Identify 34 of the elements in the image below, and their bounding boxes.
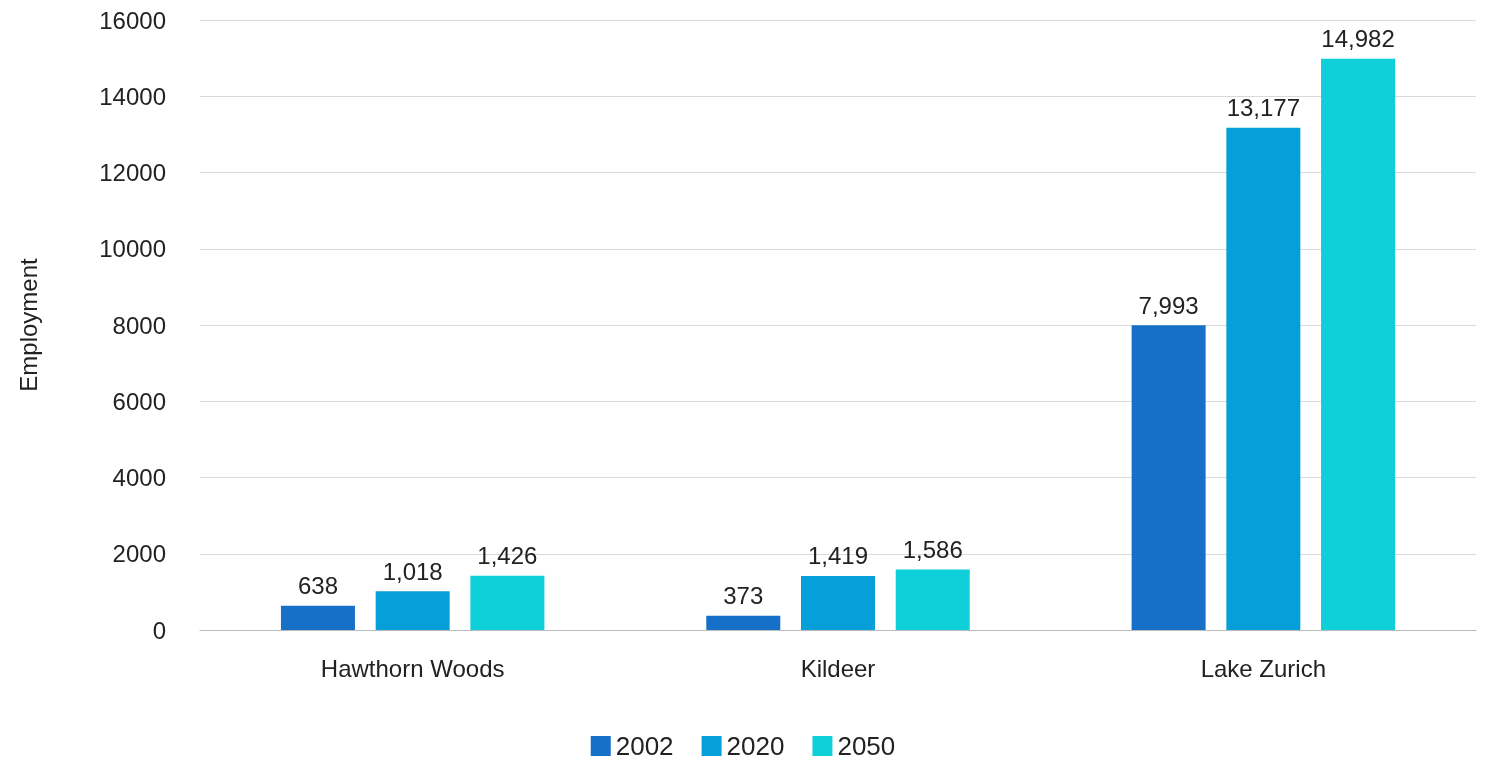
x-tick-label: Hawthorn Woods — [320, 654, 505, 682]
y-tick-label: 6000 — [112, 387, 166, 415]
legend-label: 2002 — [615, 731, 674, 761]
x-tick-label: Lake Zurich — [1200, 654, 1327, 682]
x-tick-label: Kildeer — [800, 654, 876, 682]
data-label: 13,177 — [1226, 94, 1301, 122]
bar — [1226, 127, 1301, 630]
bar — [706, 615, 781, 630]
bar — [375, 591, 450, 630]
y-axis-title: Employment — [14, 257, 42, 392]
y-tick-label: 16000 — [99, 6, 166, 34]
y-tick-label: 12000 — [99, 159, 166, 186]
data-label: 373 — [723, 582, 764, 610]
data-label: 14,982 — [1321, 25, 1395, 53]
y-tick-label: 2000 — [112, 540, 166, 568]
data-label: 1,018 — [382, 557, 443, 585]
data-label: 1,426 — [477, 542, 538, 570]
y-tick-label: 0 — [152, 616, 166, 644]
bar — [470, 575, 545, 630]
bar — [801, 575, 875, 630]
y-tick-label: 8000 — [112, 311, 166, 339]
data-label: 638 — [297, 572, 338, 600]
data-label: 1,419 — [807, 542, 869, 570]
y-tick-label: 10000 — [99, 235, 166, 263]
y-tick-label: 14000 — [99, 82, 166, 110]
legend-label: 2050 — [837, 731, 896, 761]
bar — [895, 569, 970, 630]
data-label: 1,586 — [902, 536, 963, 564]
legend-label: 2020 — [726, 731, 785, 761]
bar — [280, 605, 355, 630]
bar — [1321, 58, 1396, 630]
data-label: 7,993 — [1138, 291, 1199, 319]
y-tick-label: 4000 — [112, 464, 166, 491]
bar — [1131, 325, 1206, 630]
